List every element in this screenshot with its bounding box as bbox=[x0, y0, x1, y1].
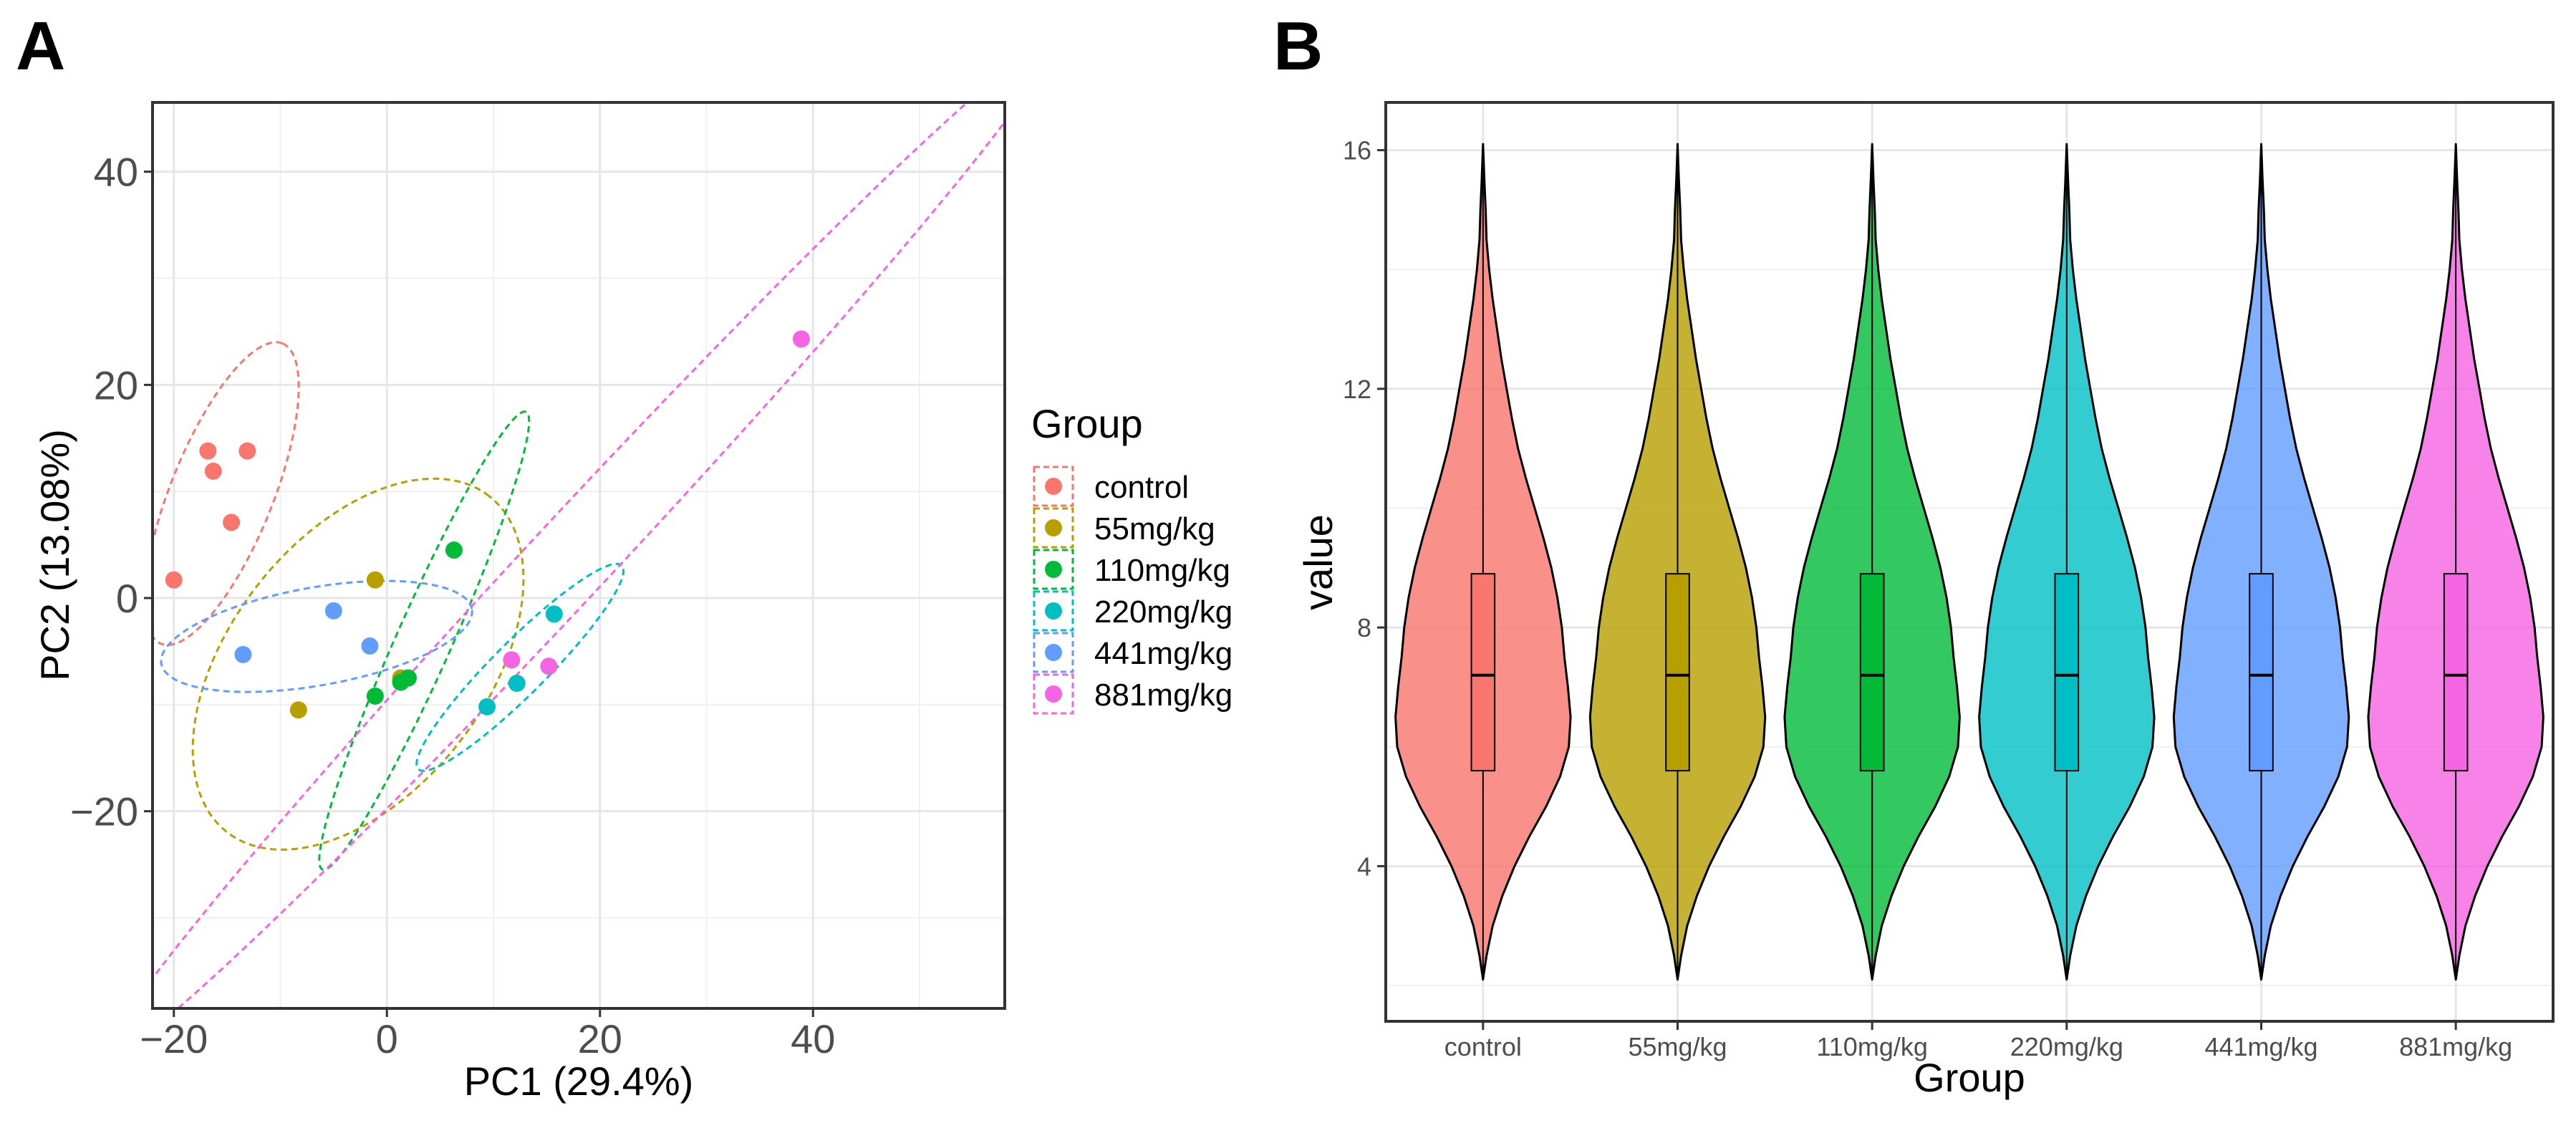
pca-plot-area bbox=[153, 102, 1005, 1008]
ellipse-control bbox=[153, 341, 300, 647]
ellipse-110mg-kg bbox=[318, 410, 531, 871]
legend-marker-110mg-kg bbox=[1045, 561, 1062, 578]
legend-label-881mg-kg: 881mg/kg bbox=[1094, 678, 1232, 713]
point-control bbox=[199, 442, 217, 460]
pca-x-tick-label: 20 bbox=[578, 1016, 622, 1061]
violin-x-tick-label: 220mg/kg bbox=[2010, 1032, 2123, 1061]
pca-x-tick-label: −20 bbox=[140, 1016, 208, 1061]
pca-y-tick-label: −20 bbox=[70, 789, 138, 834]
violin-y-tick-label: 4 bbox=[1357, 852, 1371, 881]
violins bbox=[1394, 143, 2544, 981]
violin-y-axis: 4 8 12 16 bbox=[1343, 136, 1386, 881]
point-control bbox=[238, 442, 256, 460]
point-110mg-kg bbox=[400, 669, 417, 687]
pca-x-tick-label: 40 bbox=[791, 1016, 835, 1061]
violin-x-axis-title: Group bbox=[1914, 1055, 2025, 1100]
violin-x-tick-label: 881mg/kg bbox=[2399, 1032, 2512, 1061]
legend-marker-55mg-kg bbox=[1045, 519, 1062, 536]
violin-x-axis: control 55mg/kg 110mg/kg 220mg/kg 441mg/kg 88… bbox=[1444, 1021, 2512, 1061]
violin-panel-border bbox=[1384, 101, 2555, 1023]
ellipse-55mg-kg bbox=[191, 477, 525, 851]
violin-box-55mg-kg bbox=[1665, 573, 1690, 772]
violin-box-control bbox=[1470, 573, 1496, 772]
pca-x-axis: −20 0 20 40 bbox=[140, 1008, 835, 1061]
pca-y-axis-title: PC2 (13.08%) bbox=[32, 429, 77, 681]
point-881mg-kg bbox=[540, 657, 558, 675]
point-55mg-kg bbox=[366, 571, 384, 589]
violin-x-tick-label: 110mg/kg bbox=[1816, 1032, 1927, 1061]
pca-y-tick-label: 20 bbox=[94, 362, 138, 408]
pca-y-tick-label: 40 bbox=[94, 150, 138, 195]
pca-y-axis: −20 0 20 40 bbox=[70, 150, 153, 834]
violin-group-220mg-kg bbox=[1978, 143, 2156, 981]
legend-marker-control bbox=[1045, 478, 1062, 495]
pca-points bbox=[165, 330, 810, 719]
point-881mg-kg bbox=[503, 651, 521, 669]
violin-group-881mg-kg bbox=[2367, 143, 2544, 981]
violin-y-tick-label: 8 bbox=[1357, 613, 1371, 642]
point-control bbox=[204, 462, 222, 480]
legend-label-110mg-kg: 110mg/kg bbox=[1094, 553, 1230, 588]
ellipse-220mg-kg bbox=[415, 562, 624, 772]
violin-group-55mg-kg bbox=[1588, 143, 1767, 981]
legend-label-441mg-kg: 441mg/kg bbox=[1094, 636, 1232, 671]
violin-group-110mg-kg bbox=[1783, 143, 1961, 981]
panel-label-a: A bbox=[16, 8, 65, 85]
legend-label-control: control bbox=[1094, 470, 1189, 505]
legend-marker-220mg-kg bbox=[1045, 602, 1062, 620]
point-110mg-kg bbox=[445, 541, 463, 559]
legend-marker-881mg-kg bbox=[1045, 685, 1062, 703]
point-55mg-kg bbox=[289, 701, 307, 719]
violin-box-110mg-kg bbox=[1859, 573, 1885, 772]
violin-plot-area bbox=[1386, 102, 2553, 1021]
violin-y-axis-title: value bbox=[1296, 514, 1341, 610]
legend-label-220mg-kg: 220mg/kg bbox=[1094, 594, 1232, 630]
pca-ellipses bbox=[153, 102, 1005, 1008]
point-110mg-kg bbox=[366, 687, 384, 705]
point-441mg-kg bbox=[324, 602, 342, 620]
violin-chart: control 55mg/kg 110mg/kg 220mg/kg 441mg/kg 88… bbox=[1296, 101, 2555, 1100]
pca-y-tick-label: 0 bbox=[116, 576, 138, 621]
violin-group-441mg-kg bbox=[2172, 143, 2350, 981]
violin-x-tick-label: control bbox=[1444, 1032, 1522, 1061]
violin-box-881mg-kg bbox=[2443, 573, 2469, 772]
point-441mg-kg bbox=[361, 637, 379, 655]
panel-label-b: B bbox=[1273, 8, 1323, 85]
violin-x-tick-label: 441mg/kg bbox=[2204, 1032, 2317, 1061]
point-control bbox=[165, 571, 183, 589]
pca-x-tick-label: 0 bbox=[376, 1016, 398, 1061]
point-220mg-kg bbox=[508, 675, 526, 693]
violin-x-tick-label: 55mg/kg bbox=[1628, 1032, 1727, 1061]
legend-title: Group bbox=[1031, 401, 1143, 446]
point-control bbox=[223, 514, 241, 531]
legend-label-55mg-kg: 55mg/kg bbox=[1094, 511, 1215, 546]
violin-box-441mg-kg bbox=[2249, 573, 2274, 772]
pca-panel-border bbox=[151, 101, 1006, 1010]
ellipse-441mg-kg bbox=[160, 579, 473, 693]
point-441mg-kg bbox=[234, 645, 252, 663]
pca-x-axis-title: PC1 (29.4%) bbox=[464, 1059, 694, 1104]
violin-box-220mg-kg bbox=[2054, 573, 2080, 772]
point-220mg-kg bbox=[545, 605, 563, 623]
point-220mg-kg bbox=[478, 698, 496, 715]
legend-marker-441mg-kg bbox=[1045, 644, 1062, 661]
violin-y-tick-label: 12 bbox=[1343, 375, 1371, 404]
violin-y-tick-label: 16 bbox=[1343, 136, 1371, 165]
pca-scatter-chart: −20 0 20 40 −20 0 20 40 PC1 (29.4%) PC2 (13.08… bbox=[32, 101, 1232, 1104]
pca-legend: Group control 55mg/kg 110mg/kg 220mg/kg 441m… bbox=[1031, 401, 1232, 715]
violin-group-control bbox=[1394, 143, 1572, 981]
legend-key-441mg-kg bbox=[1033, 632, 1074, 673]
point-881mg-kg bbox=[792, 330, 810, 348]
